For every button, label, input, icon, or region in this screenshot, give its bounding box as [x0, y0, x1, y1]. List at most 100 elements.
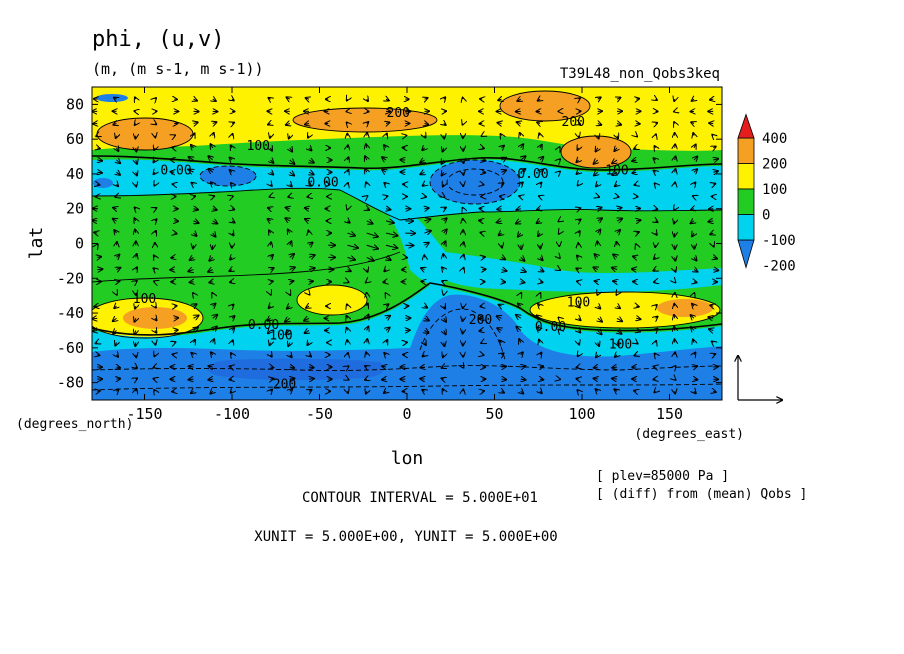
- wind-vector: [347, 123, 348, 124]
- wind-vector: [579, 343, 580, 345]
- colorbar-segment: [737, 137, 755, 164]
- wind-vector: [155, 98, 156, 99]
- x-tick-label: 0: [402, 405, 411, 423]
- wind-vector: [269, 230, 271, 233]
- wind-vector: [424, 231, 431, 233]
- colorbar-label: -200: [762, 259, 796, 275]
- wind-vector: [675, 270, 676, 272]
- wind-vector: [286, 330, 290, 334]
- wind-vector: [502, 146, 504, 148]
- wind-vector: [367, 270, 368, 272]
- wind-vector: [559, 257, 560, 258]
- wind-vector: [289, 136, 290, 139]
- wind-vector: [290, 367, 294, 368]
- wind-vector: [462, 318, 463, 321]
- y-tick-label: -20: [57, 269, 84, 287]
- wind-vector: [386, 257, 391, 260]
- wind-vector: [367, 209, 369, 210]
- wind-vector: [385, 221, 394, 223]
- wind-vector: [675, 282, 676, 283]
- wind-vector: [210, 144, 212, 148]
- wind-vector: [136, 281, 137, 282]
- wind-vector: [674, 122, 675, 123]
- wind-vector: [540, 145, 542, 148]
- wind-vector: [154, 172, 155, 174]
- wind-vector: [268, 318, 271, 321]
- wind-vector: [708, 317, 713, 318]
- wind-vector: [540, 257, 543, 260]
- colorbar-segment: [737, 214, 755, 241]
- wind-vector: [694, 257, 697, 260]
- wind-vector: [155, 208, 156, 209]
- wind-vector: [94, 306, 97, 307]
- wind-vector: [612, 379, 617, 380]
- contour-label: 200: [562, 115, 585, 130]
- x-axis-label: lon: [391, 448, 424, 469]
- wind-vector: [559, 172, 560, 173]
- wind-vector: [113, 219, 117, 221]
- wind-vector: [153, 160, 155, 162]
- wind-vector: [613, 254, 617, 257]
- wind-vector: [231, 353, 232, 355]
- wind-vector: [540, 379, 543, 380]
- wind-vector: [425, 136, 426, 138]
- wind-vector: [521, 352, 523, 354]
- wind-vector: [578, 184, 579, 185]
- wind-vector: [306, 98, 309, 99]
- wind-vector: [540, 157, 543, 160]
- wind-vector: [348, 221, 350, 223]
- wind-vector: [136, 184, 137, 186]
- wind-vector: [463, 268, 464, 270]
- wind-vector: [421, 268, 425, 269]
- wind-vector: [136, 254, 137, 257]
- wind-vector: [290, 160, 295, 164]
- contour-label: 0.00: [160, 163, 191, 178]
- wind-vector: [386, 304, 388, 306]
- wind-vector: [579, 219, 581, 220]
- wind-vector: [154, 367, 155, 368]
- wind-vector: [155, 231, 156, 233]
- wind-vector: [213, 209, 217, 210]
- y-axis-label: lat: [26, 227, 47, 260]
- wind-vector: [271, 390, 273, 392]
- wind-vector: [309, 243, 313, 246]
- wind-vector: [521, 156, 526, 160]
- wind-vector: [656, 305, 657, 306]
- wind-vector: [271, 255, 273, 258]
- wind-vector: [230, 170, 232, 172]
- wind-vector: [712, 135, 713, 136]
- wind-vector: [386, 316, 390, 319]
- wind-vector: [497, 221, 502, 223]
- wind-vector: [444, 208, 446, 209]
- x-tick-label: 100: [568, 405, 595, 423]
- wind-vector: [420, 172, 424, 174]
- wind-vector: [519, 339, 521, 342]
- wind-vector: [694, 353, 695, 355]
- wind-vector: [194, 233, 197, 236]
- wind-vector: [654, 257, 656, 259]
- wind-vector: [365, 169, 367, 172]
- wind-vector: [656, 99, 657, 100]
- wind-vector: [497, 123, 501, 124]
- wind-vector: [232, 305, 234, 307]
- wind-vector: [209, 366, 213, 367]
- wind-vector: [595, 254, 598, 257]
- wind-vector: [425, 124, 429, 125]
- wind-vector: [463, 242, 464, 245]
- wind-vector: [229, 270, 232, 271]
- wind-vector: [290, 172, 294, 175]
- wind-vector: [710, 233, 713, 234]
- colorbar-segment: [737, 163, 755, 190]
- wind-vector: [577, 256, 579, 258]
- wind-vector: [304, 318, 309, 320]
- wind-vector: [674, 327, 675, 331]
- wind-vector: [308, 268, 315, 270]
- wind-vector: [309, 160, 314, 163]
- wind-vector: [497, 328, 501, 330]
- wind-vector: [479, 330, 482, 331]
- wind-vector: [656, 317, 658, 319]
- wind-vector: [709, 329, 713, 330]
- wind-vector: [615, 355, 617, 357]
- wind-vector: [540, 282, 543, 283]
- wind-vector: [134, 218, 135, 221]
